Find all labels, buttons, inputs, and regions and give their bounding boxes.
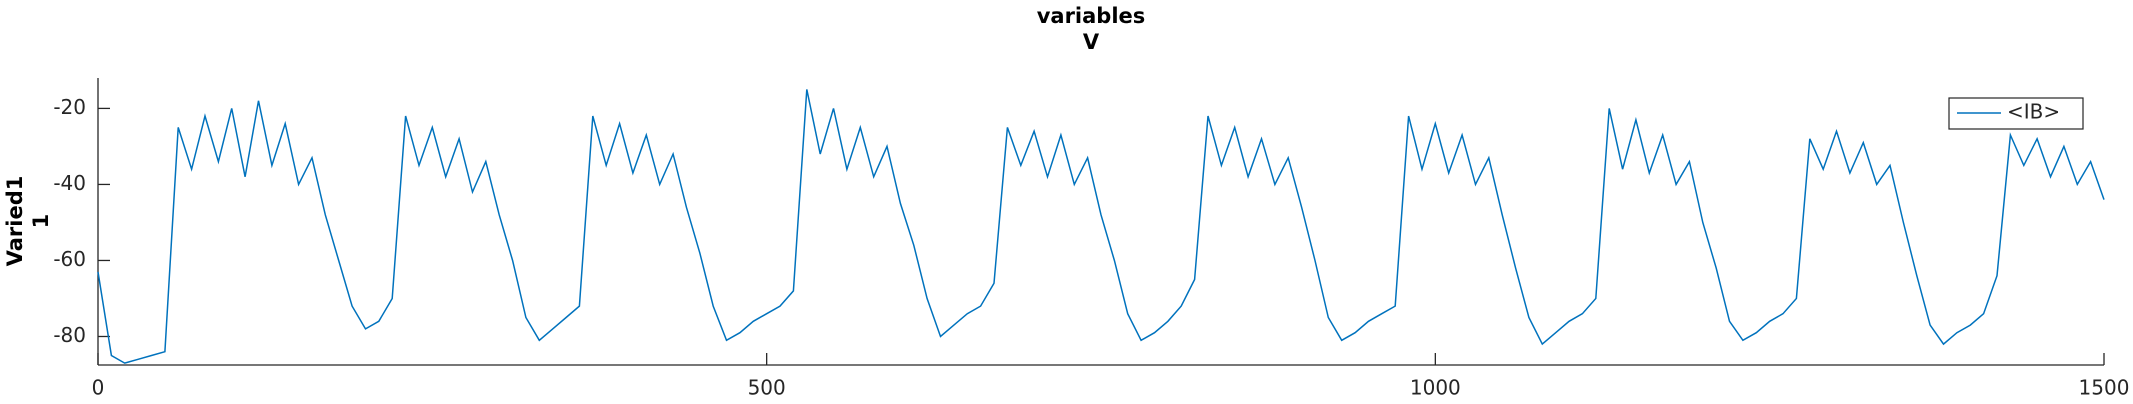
legend-label: <IB> [2007, 100, 2060, 124]
data-line [97, 89, 2105, 364]
x-tick-label: 500 [748, 376, 786, 400]
y-tick-label: -40 [53, 171, 86, 195]
y-label-line: Varied1 [3, 176, 27, 267]
y-tick-label: -60 [53, 247, 86, 271]
x-tick-label: 1000 [1410, 376, 1461, 400]
y-label-line: 1 [29, 214, 53, 229]
chart-subtitle: V [1083, 30, 1100, 54]
x-tick-label: 1500 [2079, 376, 2130, 400]
y-label: Varied1 1 [3, 176, 53, 267]
legend-box [1948, 97, 2084, 130]
y-tick-label: -80 [53, 323, 86, 347]
legend: <IB> [1948, 97, 2084, 130]
chart-title: variables [1037, 4, 1146, 28]
x-tick-label: 0 [92, 376, 105, 400]
y-tick-label: -20 [53, 95, 86, 119]
